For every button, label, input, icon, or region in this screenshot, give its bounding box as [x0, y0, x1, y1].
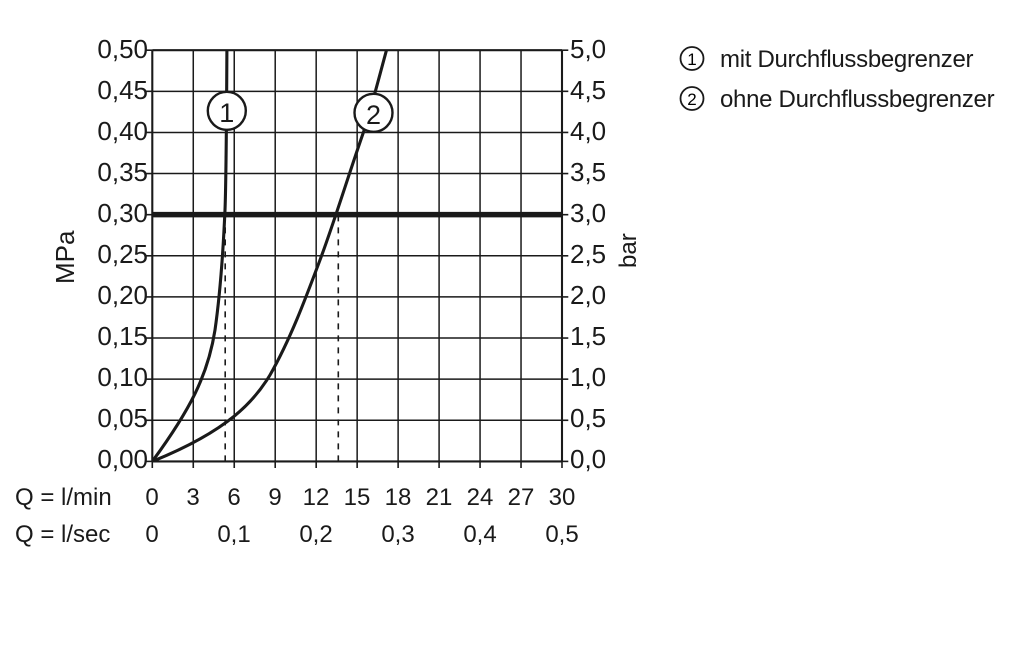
svg-text:1: 1	[687, 50, 696, 69]
svg-text:2: 2	[687, 90, 696, 109]
